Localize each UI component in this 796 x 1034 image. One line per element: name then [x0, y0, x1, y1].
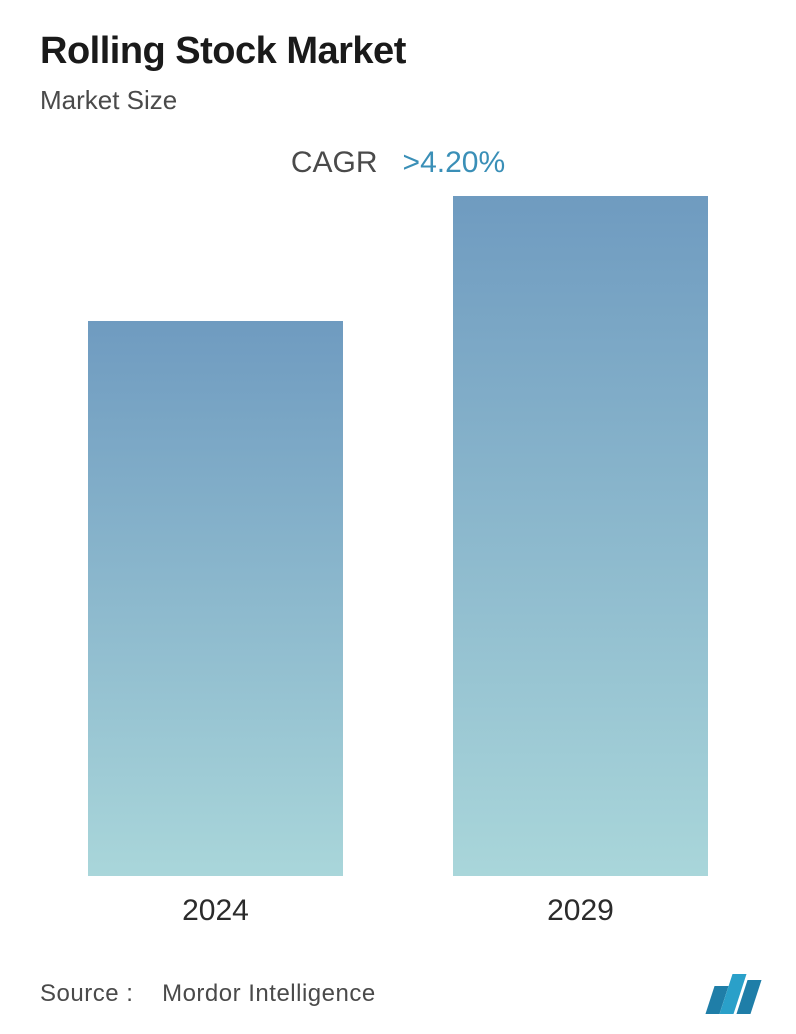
- bar-wrap-2029: 2029: [453, 190, 708, 928]
- infographic-container: Rolling Stock Market Market Size CAGR >4…: [0, 0, 796, 1034]
- bar-label-2029: 2029: [547, 894, 614, 928]
- footer: Source : Mordor Intelligence: [40, 968, 756, 1014]
- bar-2029: [453, 196, 708, 876]
- page-title: Rolling Stock Market: [40, 30, 756, 73]
- bar-label-2024: 2024: [182, 894, 249, 928]
- source-text: Source : Mordor Intelligence: [40, 980, 376, 1008]
- bar-wrap-2024: 2024: [88, 190, 343, 928]
- bar-chart: 2024 2029: [40, 190, 756, 938]
- mordor-logo-icon: [710, 974, 756, 1014]
- cagr-label: CAGR: [291, 146, 378, 179]
- cagr-line: CAGR >4.20%: [40, 146, 756, 180]
- page-subtitle: Market Size: [40, 85, 756, 116]
- bar-2024: [88, 321, 343, 876]
- cagr-value: >4.20%: [403, 146, 506, 179]
